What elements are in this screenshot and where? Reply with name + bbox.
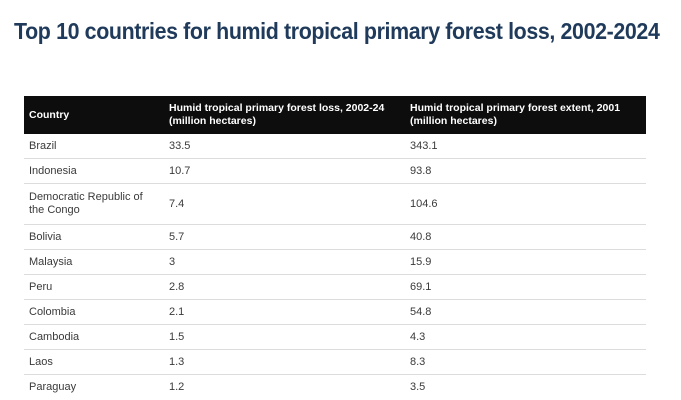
header-forest-loss: Humid tropical primary forest loss, 2002…: [164, 96, 405, 134]
cell-forest-loss: 1.3: [164, 349, 405, 375]
cell-forest-extent: 4.3: [405, 324, 646, 350]
table-row: Bolivia 5.7 40.8: [24, 224, 646, 250]
table-row: Brazil 33.5 343.1: [24, 134, 646, 159]
page-title: Top 10 countries for humid tropical prim…: [14, 18, 660, 44]
cell-forest-loss: 3: [164, 249, 405, 275]
cell-country: Colombia: [24, 299, 164, 325]
cell-forest-extent: 93.8: [405, 158, 646, 184]
header-row: Country Humid tropical primary forest lo…: [24, 96, 646, 134]
cell-country: Peru: [24, 274, 164, 300]
cell-forest-loss: 1.5: [164, 324, 405, 350]
table-row: Malaysia 3 15.9: [24, 249, 646, 275]
cell-forest-extent: 40.8: [405, 224, 646, 250]
table-row: Laos 1.3 8.3: [24, 349, 646, 375]
table-row: Indonesia 10.7 93.8: [24, 158, 646, 184]
cell-forest-loss: 2.1: [164, 299, 405, 325]
cell-country: Paraguay: [29, 380, 77, 393]
cell-country: Brazil: [24, 134, 164, 159]
table-row: Peru 2.8 69.1: [24, 274, 646, 300]
cell-country: Laos: [24, 349, 164, 375]
cell-forest-loss: 1.2: [169, 380, 185, 393]
table-row: Paraguay 1.2 3.5: [24, 375, 646, 400]
table-row: Democratic Republic of the Congo 7.4 104…: [24, 183, 646, 225]
cell-country: Bolivia: [24, 224, 164, 250]
table-row: Cambodia 1.5 4.3: [24, 324, 646, 350]
table-row: Colombia 2.1 54.8: [24, 299, 646, 325]
cell-forest-loss: 10.7: [164, 158, 405, 184]
header-forest-extent: Humid tropical primary forest extent, 20…: [405, 96, 646, 134]
cell-forest-loss: 33.5: [164, 134, 405, 159]
table-header: Country Humid tropical primary forest lo…: [24, 96, 646, 134]
cell-forest-extent: 104.6: [405, 183, 646, 225]
cell-country: Malaysia: [24, 249, 164, 275]
cell-forest-loss: 7.4: [164, 183, 405, 225]
cell-forest-extent: 8.3: [405, 349, 646, 375]
cell-country: Cambodia: [24, 324, 164, 350]
cell-forest-extent: 343.1: [405, 134, 646, 159]
cell-forest-extent: 54.8: [405, 299, 646, 325]
cell-forest-loss: 2.8: [164, 274, 405, 300]
cell-forest-loss: 5.7: [164, 224, 405, 250]
cell-forest-extent: 69.1: [405, 274, 646, 300]
table-body: Brazil 33.5 343.1 Indonesia 10.7 93.8 De…: [24, 134, 646, 399]
forest-loss-table: Country Humid tropical primary forest lo…: [24, 96, 646, 399]
cell-forest-extent: 15.9: [405, 249, 646, 275]
cell-country: Democratic Republic of the Congo: [24, 183, 164, 225]
cell-forest-extent: 3.5: [410, 380, 426, 393]
cell-country: Indonesia: [24, 158, 164, 184]
header-country: Country: [24, 96, 164, 134]
